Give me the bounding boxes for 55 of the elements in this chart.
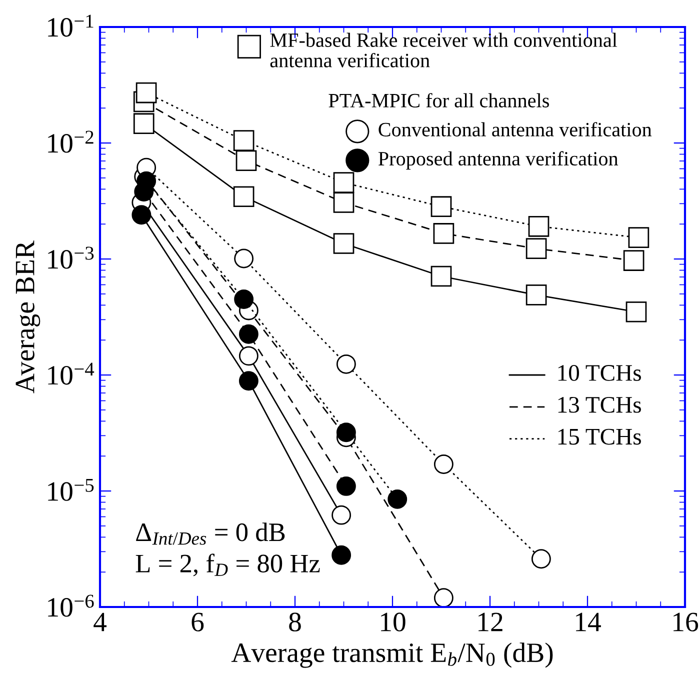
x-tick-label: 16	[674, 612, 698, 632]
point	[336, 422, 356, 442]
point	[433, 223, 454, 244]
point	[434, 454, 454, 474]
point	[238, 346, 258, 366]
point	[336, 476, 356, 496]
annotation: 13 TCHs	[558, 396, 641, 413]
y-tick-label: 10$^{−6}$	[48, 594, 94, 617]
x-tick-label: 8	[289, 612, 301, 632]
point	[526, 238, 547, 259]
point	[333, 172, 354, 193]
x-axis-title: Average transmit E$_{b}$/N$_{0}$ (dB)	[231, 642, 553, 668]
x-tick-label: 10	[381, 612, 406, 632]
point	[434, 588, 454, 607]
y-tick-label: 10$^{−2}$	[48, 130, 94, 153]
y-tick-label: 10$^{−5}$	[48, 478, 94, 501]
point	[430, 266, 452, 287]
point	[233, 186, 254, 208]
annotation: Proposed antenna verification	[378, 151, 618, 170]
y-tick-label: 10$^{−3}$	[48, 246, 94, 269]
point	[528, 216, 550, 237]
point	[333, 233, 354, 254]
point	[133, 113, 154, 134]
point	[333, 192, 354, 213]
annotation: 15 TCHs	[558, 428, 641, 445]
point	[388, 489, 408, 509]
point	[332, 545, 352, 565]
point	[336, 354, 356, 374]
point	[236, 150, 257, 172]
point	[623, 250, 644, 271]
point	[132, 205, 152, 225]
annotation: Conventional antenna verification	[378, 122, 652, 136]
x-tick-label: 6	[192, 612, 204, 632]
annotation: 10 TCHs	[558, 364, 641, 381]
point	[238, 324, 258, 344]
point	[430, 196, 452, 218]
y-tick-label: 10$^{−1}$	[48, 14, 94, 37]
point	[136, 82, 157, 104]
x-tick-label: 4	[94, 612, 107, 632]
point	[233, 130, 254, 151]
point	[238, 371, 258, 391]
annotation: MF-based Rake receiver with conventional antenna verification	[270, 32, 618, 68]
annotation: PTA-MPIC for all channels	[328, 93, 549, 108]
x-tick-label: 12	[478, 612, 502, 632]
annotation: Δ$_{Int/Des}$ = 0 dB L = 2, f$_{D}$ = 80 Hz	[136, 522, 320, 576]
point	[332, 505, 352, 525]
point	[234, 290, 254, 309]
point	[526, 284, 547, 306]
point	[628, 227, 650, 248]
point	[234, 248, 254, 268]
point	[531, 549, 551, 569]
x-tick-label: 14	[576, 612, 601, 632]
y-tick-label: 10$^{−4}$	[48, 362, 94, 385]
y-axis-title: Average BER	[16, 240, 40, 394]
point	[626, 301, 647, 322]
